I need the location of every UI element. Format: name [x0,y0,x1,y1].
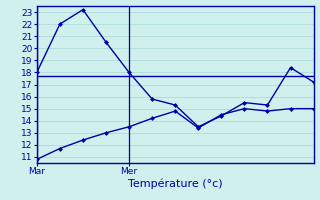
X-axis label: Température (°c): Température (°c) [128,179,222,189]
